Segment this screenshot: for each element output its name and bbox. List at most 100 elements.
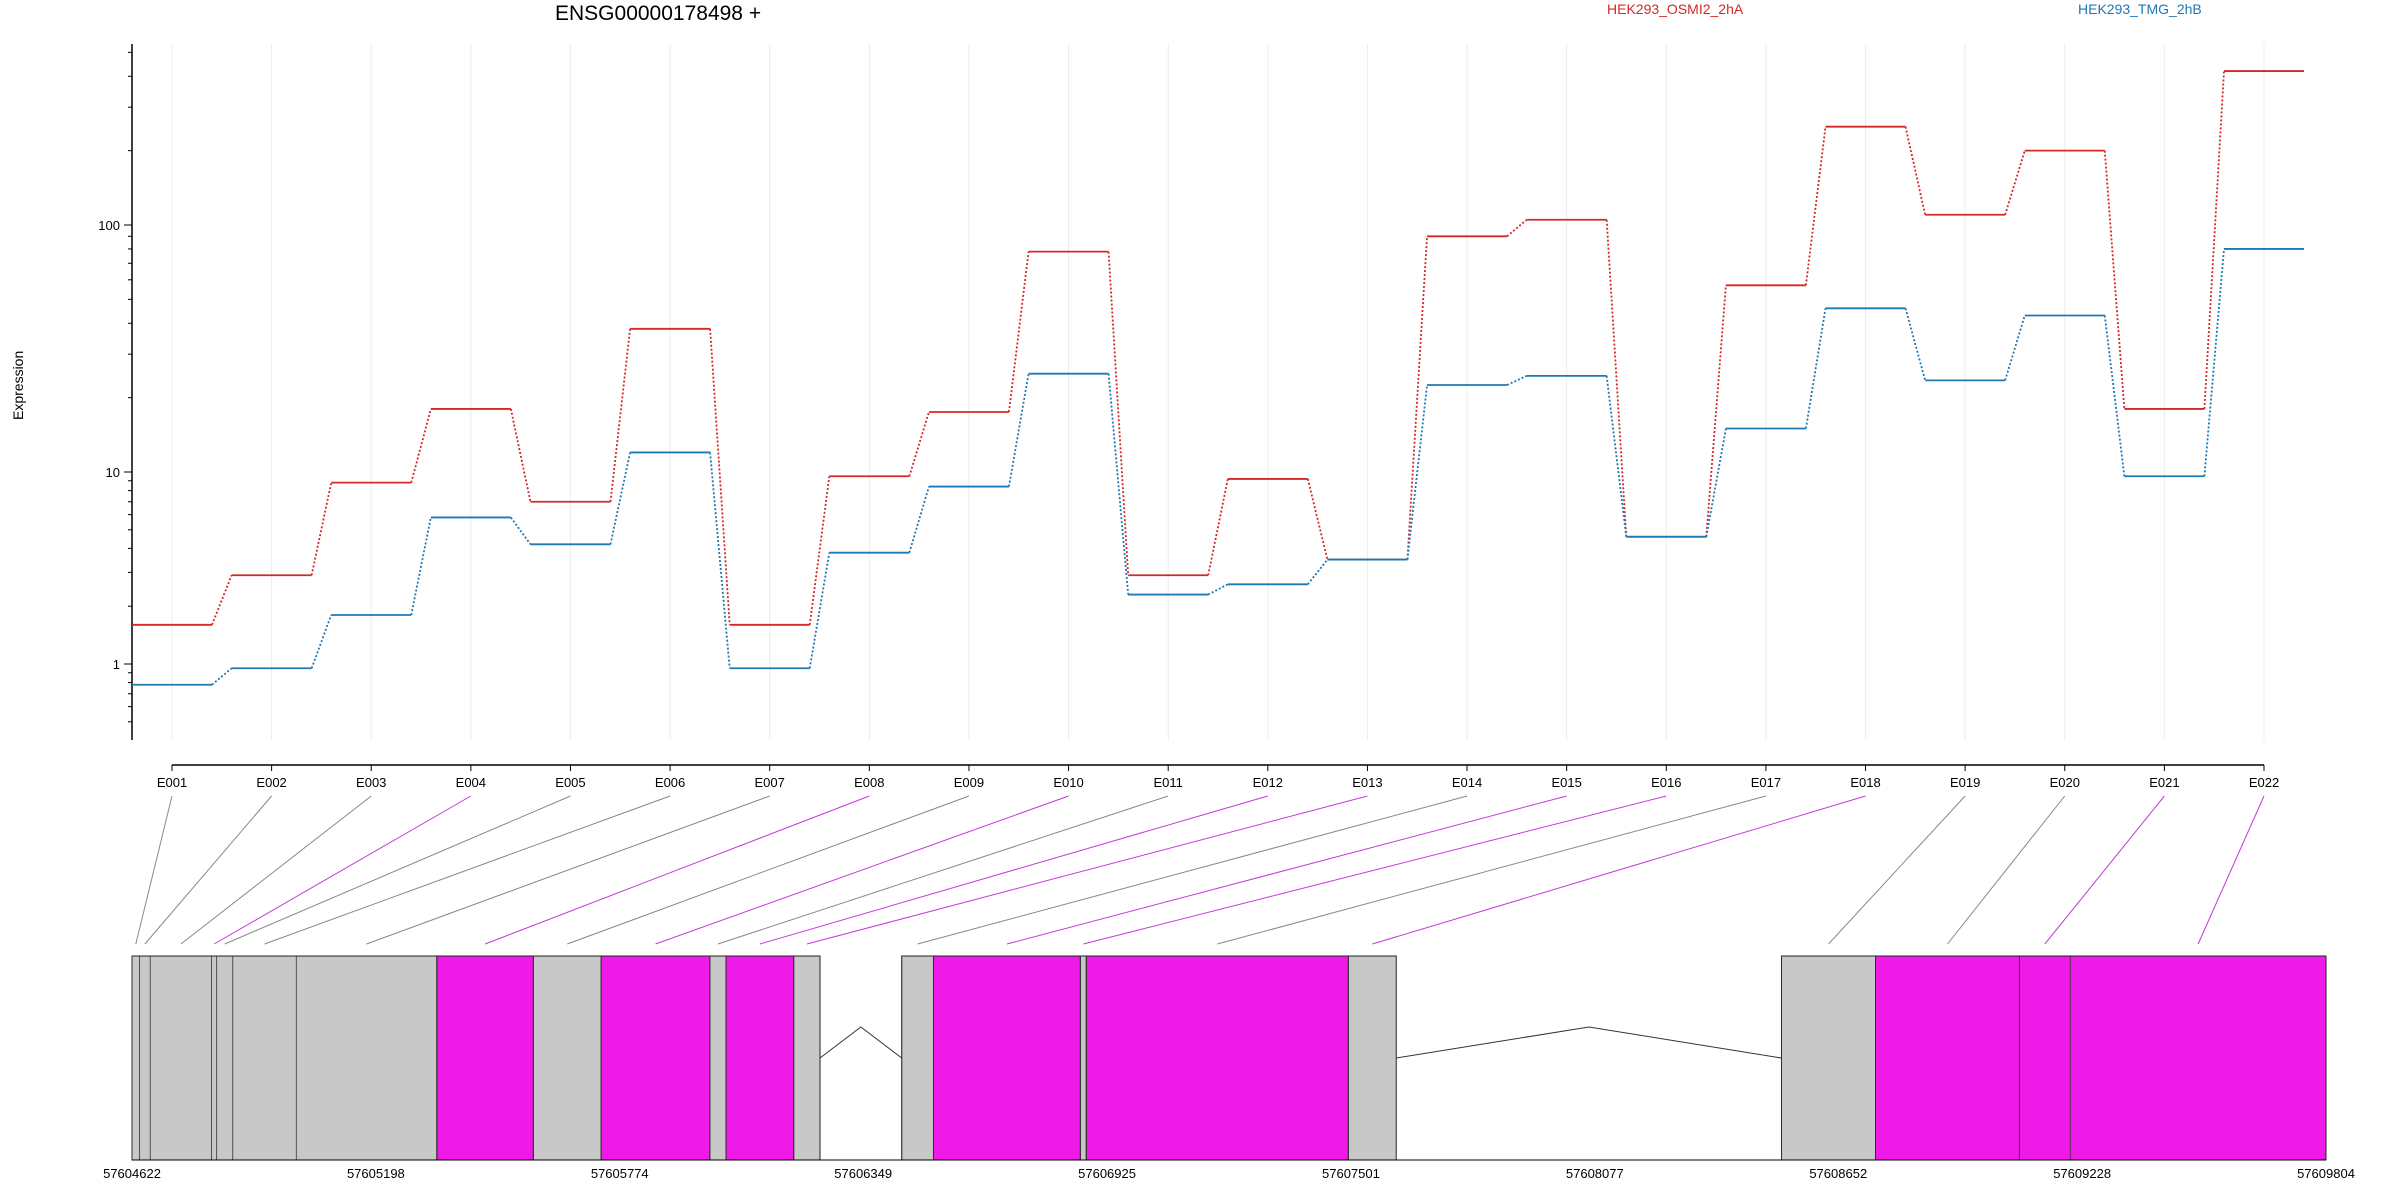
coordinate-tick-label: 57608077 [1566, 1166, 1624, 1181]
exon-block-coding [1085, 955, 1349, 1161]
x-tick-label-e007: E007 [755, 775, 785, 790]
transition-line [410, 517, 432, 616]
coordinate-tick-label: 57609228 [2053, 1166, 2111, 1181]
connector-e014 [917, 795, 1468, 945]
transition-line [1605, 375, 1628, 537]
transition-line [1406, 236, 1428, 560]
transition-line [808, 476, 831, 625]
y-tick-label: 1 [113, 657, 120, 672]
transition-line [2103, 315, 2126, 477]
connector-e022 [2197, 795, 2265, 945]
x-tick-label-e009: E009 [954, 775, 984, 790]
connector-e004 [213, 795, 472, 945]
series-b [132, 248, 2304, 686]
transition-line [1805, 308, 1827, 429]
transition-line [410, 408, 432, 483]
transition-line [1904, 308, 1927, 381]
transition-line [2103, 150, 2126, 410]
coordinate-tick-label: 57607501 [1322, 1166, 1380, 1181]
x-tick-label-e004: E004 [456, 775, 486, 790]
x-tick-label-e017: E017 [1751, 775, 1781, 790]
exon-block-noncoding [793, 955, 821, 1161]
transition-line [1008, 251, 1030, 413]
exon-block-coding [600, 955, 711, 1161]
x-tick-label-e011: E011 [1153, 775, 1182, 790]
x-tick-label-e010: E010 [1053, 775, 1083, 790]
transition-line [2203, 248, 2225, 477]
transition-line [609, 328, 631, 502]
exon-block-noncoding [1079, 955, 1087, 1161]
transition-line [211, 574, 233, 626]
transition-line [1207, 478, 1229, 576]
exon-block-noncoding [131, 955, 438, 1161]
legend-item-series-b: HEK293_TMG_2hB [2078, 1, 2202, 17]
connector-e003 [180, 795, 372, 945]
x-tick-label-e006: E006 [655, 775, 685, 790]
transition-line [1705, 285, 1727, 537]
x-tick-label-e003: E003 [356, 775, 386, 790]
exon-connectors [135, 795, 2265, 945]
exon-block-noncoding [709, 955, 727, 1161]
connector-e020 [1947, 795, 2066, 945]
series-a [132, 70, 2304, 626]
transition-line [1008, 373, 1030, 487]
connector-e011 [717, 795, 1169, 945]
x-tick-label-e016: E016 [1651, 775, 1681, 790]
transition-line [1705, 428, 1727, 537]
connector-e008 [484, 795, 870, 945]
transition-line [908, 486, 930, 553]
exon-block-noncoding [532, 955, 602, 1161]
exon-block-noncoding [1347, 955, 1397, 1161]
x-tick-label-e008: E008 [854, 775, 884, 790]
connector-e010 [655, 795, 1069, 945]
x-tick-label-e002: E002 [256, 775, 286, 790]
exon-block-noncoding [901, 955, 934, 1161]
transition-line [709, 452, 731, 669]
coordinate-tick-label: 57605198 [347, 1166, 405, 1181]
coordinate-tick-label: 57605774 [591, 1166, 649, 1181]
connector-e012 [759, 795, 1268, 945]
transition-line [509, 408, 532, 502]
vertical-gridlines [171, 44, 2265, 740]
genomic-coordinate-axis: 57604622 57605198 57605774 57606349 57606925… [103, 1159, 2355, 1181]
legend-item-series-a: HEK293_OSMI2_2hA [1607, 1, 1744, 17]
connector-e005 [224, 795, 571, 945]
exon-block-coding [725, 955, 795, 1161]
connector-e013 [806, 795, 1368, 945]
transition-line [908, 411, 930, 477]
transition-line [1107, 373, 1130, 595]
x-tick-label-e001: E001 [157, 775, 187, 790]
connector-e006 [264, 795, 671, 945]
coordinate-tick-label: 57606925 [1078, 1166, 1136, 1181]
x-tick-label-e018: E018 [1850, 775, 1880, 790]
transition-line [709, 328, 731, 625]
transition-line [1107, 251, 1130, 576]
connector-e018 [1372, 795, 1866, 945]
coordinate-tick-label: 57608652 [1809, 1166, 1867, 1181]
transition-line [310, 614, 333, 669]
chart-title: ENSG00000178498 + [555, 2, 762, 25]
x-tick-label-e022: E022 [2249, 775, 2279, 790]
transition-line [1605, 219, 1628, 537]
coordinate-tick-label: 57609804 [2297, 1166, 2355, 1181]
transition-line [2004, 150, 2026, 216]
exon-block-coding [1875, 955, 2020, 1161]
connector-e002 [144, 795, 272, 945]
connector-e007 [366, 795, 770, 945]
exon-block-coding [2018, 955, 2327, 1161]
transition-line [1207, 583, 1229, 596]
series-lines [132, 70, 2304, 686]
transition-line [1306, 478, 1329, 560]
x-tick-label-e020: E020 [2050, 775, 2080, 790]
x-tick-label-e019: E019 [1950, 775, 1980, 790]
x-tick-label-e021: E021 [2149, 775, 2179, 790]
x-tick-label-e012: E012 [1253, 775, 1283, 790]
transition-line [510, 516, 532, 545]
x-tick-label-e015: E015 [1551, 775, 1581, 790]
x-tick-label-e013: E013 [1352, 775, 1382, 790]
transition-line [2203, 71, 2225, 409]
gene-model [131, 955, 2327, 1161]
transition-line [211, 667, 233, 686]
connector-e019 [1828, 795, 1966, 945]
